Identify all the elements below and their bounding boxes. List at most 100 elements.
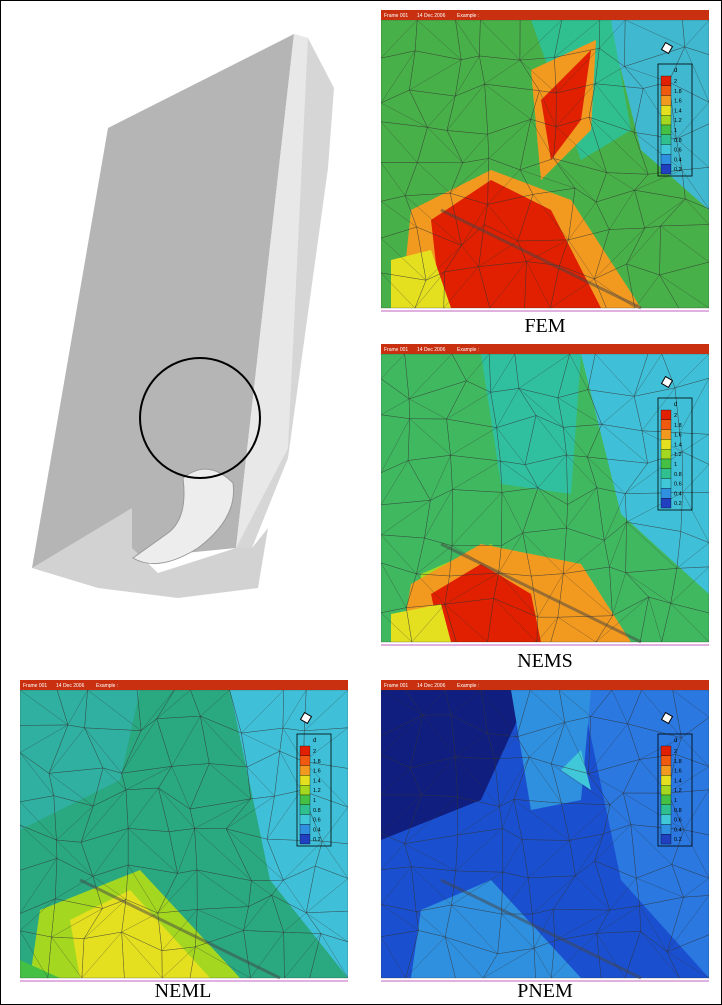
legend-level: 1.2	[674, 452, 682, 458]
legend-swatch	[299, 814, 311, 825]
ridge	[440, 208, 642, 310]
legend-level: 1.4	[674, 108, 682, 114]
header-date: 14 Dec 2006	[417, 683, 446, 689]
legend-level: 0.8	[674, 472, 682, 478]
legend-box	[296, 733, 332, 847]
legend-box	[657, 733, 693, 847]
legend-swatch	[299, 755, 311, 766]
legend-level: 1.8	[674, 759, 682, 765]
legend-swatch	[660, 468, 672, 479]
axis-icon	[660, 41, 674, 55]
contour-region	[481, 354, 581, 494]
legend-level: 1.2	[674, 788, 682, 794]
contour-panel: Frame 001 14 Dec 2006 Example : d 2 1.8 1.6 1.4…	[381, 680, 709, 982]
legend-level: 1.4	[674, 778, 682, 784]
legend-level: 0.6	[674, 148, 682, 154]
axis-icon	[660, 711, 674, 725]
highlight-circle	[139, 357, 261, 479]
legend-level: 1.8	[674, 89, 682, 95]
axis-icon	[660, 375, 674, 389]
legend-level: 1.6	[674, 99, 682, 105]
legend-swatch	[660, 488, 672, 499]
contour-region	[541, 50, 591, 160]
contour-region	[391, 250, 451, 308]
legend-swatch	[660, 115, 672, 126]
legend-title: d	[674, 402, 677, 408]
header-label: Example :	[457, 13, 479, 19]
mesh	[381, 353, 709, 643]
legend-swatch	[299, 794, 311, 805]
legend-level: 2	[674, 413, 677, 419]
legend-level: 0.2	[674, 167, 682, 173]
legend-level: 0.8	[313, 808, 321, 814]
panel-caption: FEM	[524, 315, 566, 337]
legend-swatch	[660, 785, 672, 796]
header-date: 14 Dec 2006	[56, 683, 85, 689]
legend-swatch	[660, 794, 672, 805]
legend-title: d	[674, 68, 677, 74]
legend-title: d	[674, 738, 677, 744]
legend-level: 1	[674, 462, 677, 468]
header-bar	[20, 680, 348, 690]
legend-swatch	[660, 105, 672, 116]
header-bar	[381, 10, 709, 20]
mesh	[381, 689, 709, 979]
legend-swatch	[299, 785, 311, 796]
contour-region	[431, 564, 541, 642]
legend-swatch	[660, 409, 672, 420]
header-date: 14 Dec 2006	[417, 347, 446, 353]
legend-level: 1.6	[313, 769, 321, 775]
header-frame: Frame 001	[384, 347, 408, 353]
legend-swatch	[660, 449, 672, 460]
legend-level: 1.8	[674, 423, 682, 429]
header-bar	[381, 680, 709, 690]
legend-swatch	[660, 154, 672, 165]
panel-caption: NEML	[154, 980, 212, 1002]
legend-swatch	[660, 478, 672, 489]
legend-level: 0.8	[674, 138, 682, 144]
legend-swatch	[660, 745, 672, 756]
legend-swatch	[660, 439, 672, 450]
legend-swatch	[299, 775, 311, 786]
legend-level: 1.6	[674, 769, 682, 775]
legend-swatch	[660, 775, 672, 786]
legend-swatch	[660, 144, 672, 155]
contour-region	[581, 354, 709, 594]
contour-panel: Frame 001 14 Dec 2006 Example : d 2 1.8 1.6 1.4…	[381, 344, 709, 646]
legend-level: 0.2	[313, 837, 321, 843]
legend-swatch	[660, 814, 672, 825]
contour-region	[70, 890, 210, 978]
legend-level: 1.8	[313, 759, 321, 765]
legend-level: 0.4	[674, 827, 682, 833]
legend-swatch	[660, 498, 672, 509]
contour-region	[431, 180, 601, 308]
legend-title: d	[313, 738, 316, 744]
header-frame: Frame 001	[384, 683, 408, 689]
contour-region	[391, 604, 451, 642]
legend-swatch	[660, 419, 672, 430]
legend-swatch	[660, 765, 672, 776]
legend-level: 0.4	[674, 157, 682, 163]
axis-icon	[299, 711, 313, 725]
legend-level: 2	[674, 749, 677, 755]
legend-swatch	[299, 804, 311, 815]
model-face	[32, 34, 294, 568]
legend-swatch	[660, 458, 672, 469]
contour-region	[511, 690, 591, 810]
ridge	[79, 878, 281, 980]
header-frame: Frame 001	[384, 13, 408, 19]
legend-box	[657, 63, 693, 177]
model-notch	[132, 468, 235, 565]
legend-swatch	[660, 95, 672, 106]
legend-swatch	[660, 75, 672, 86]
legend-swatch	[660, 804, 672, 815]
header-label: Example :	[457, 683, 479, 689]
legend-level: 0.6	[674, 818, 682, 824]
legend-level: 1.4	[674, 442, 682, 448]
legend-swatch	[660, 164, 672, 175]
legend-swatch	[660, 429, 672, 440]
legend-swatch	[299, 745, 311, 756]
legend-swatch	[299, 834, 311, 845]
legend-swatch	[660, 134, 672, 145]
